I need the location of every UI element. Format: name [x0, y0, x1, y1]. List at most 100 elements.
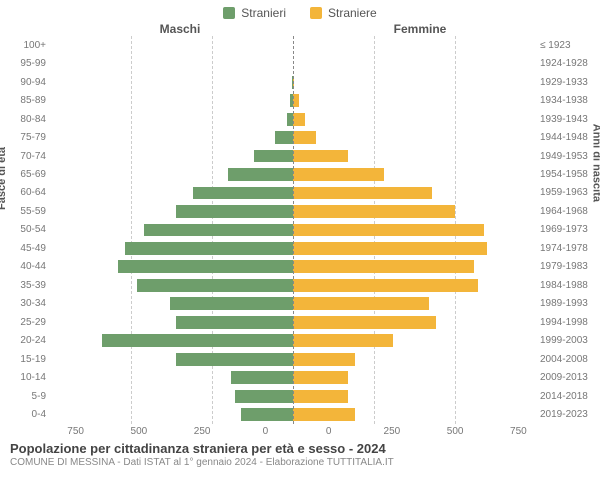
y-tick-age: 30-34 — [6, 295, 46, 313]
bar-row — [293, 36, 536, 54]
header-right: Femmine — [300, 22, 540, 36]
y-tick-age: 15-19 — [6, 350, 46, 368]
y-tick-birth: 1994-1998 — [540, 313, 594, 331]
x-ticks-right: 0250500750 — [297, 426, 550, 437]
bar-male — [137, 279, 293, 292]
bar-row — [293, 276, 536, 294]
x-tick: 500 — [424, 426, 487, 437]
bar-row — [50, 202, 293, 220]
bar-male — [231, 371, 293, 384]
y-tick-birth: 1949-1953 — [540, 147, 594, 165]
swatch-male — [223, 7, 235, 19]
bar-row — [293, 202, 536, 220]
y-tick-age: 50-54 — [6, 221, 46, 239]
bar-row — [50, 184, 293, 202]
y-tick-birth: 2014-2018 — [540, 387, 594, 405]
bar-male — [118, 260, 293, 273]
bar-row — [293, 332, 536, 350]
y-tick-birth: 1984-1988 — [540, 276, 594, 294]
y-tick-birth: 1939-1943 — [540, 110, 594, 128]
y-axis-right: ≤ 19231924-19281929-19331934-19381939-19… — [536, 36, 594, 424]
bar-row — [50, 258, 293, 276]
column-headers: Maschi Femmine — [0, 22, 600, 36]
bar-row — [50, 405, 293, 423]
y-tick-age: 55-59 — [6, 202, 46, 220]
bar-male — [170, 297, 293, 310]
bar-male — [176, 353, 293, 366]
bar-female — [293, 150, 348, 163]
y-tick-birth: 1924-1928 — [540, 54, 594, 72]
x-tick: 500 — [107, 426, 170, 437]
bar-row — [293, 350, 536, 368]
bar-row — [50, 295, 293, 313]
x-axis: 7505002500 0250500750 — [0, 424, 600, 437]
bar-row — [293, 184, 536, 202]
y-tick-age: 10-14 — [6, 368, 46, 386]
y-axis-title-right: Anni di nascita — [590, 124, 600, 202]
y-tick-age: 90-94 — [6, 73, 46, 91]
bar-row — [50, 387, 293, 405]
legend-label-male: Stranieri — [241, 6, 286, 20]
bar-male — [275, 131, 293, 144]
y-tick-age: 45-49 — [6, 239, 46, 257]
x-tick: 0 — [297, 426, 360, 437]
bar-row — [293, 91, 536, 109]
y-tick-age: 80-84 — [6, 110, 46, 128]
footer: Popolazione per cittadinanza straniera p… — [0, 437, 600, 468]
bar-row — [50, 276, 293, 294]
y-tick-birth: 1999-2003 — [540, 332, 594, 350]
bar-row — [50, 350, 293, 368]
y-tick-age: 100+ — [6, 36, 46, 54]
y-tick-birth: 1929-1933 — [540, 73, 594, 91]
chart-area: Fasce di età 100+95-9990-9485-8980-8475-… — [0, 36, 600, 424]
x-ticks-left: 7505002500 — [44, 426, 297, 437]
header-left: Maschi — [60, 22, 300, 36]
bar-female — [293, 390, 348, 403]
bar-male — [241, 408, 293, 421]
bar-row — [50, 313, 293, 331]
bar-row — [293, 73, 536, 91]
bar-female — [293, 260, 474, 273]
y-tick-age: 60-64 — [6, 184, 46, 202]
bar-row — [50, 368, 293, 386]
bar-female — [293, 316, 436, 329]
bar-row — [50, 332, 293, 350]
bar-female — [293, 371, 348, 384]
bar-male — [228, 168, 293, 181]
bar-female — [293, 297, 429, 310]
bar-female — [293, 131, 316, 144]
bar-female — [293, 113, 305, 126]
y-tick-birth: 2019-2023 — [540, 405, 594, 423]
bar-row — [293, 387, 536, 405]
bar-male — [176, 205, 293, 218]
bar-row — [50, 73, 293, 91]
y-axis-left: 100+95-9990-9485-8980-8475-7970-7465-696… — [6, 36, 50, 424]
y-tick-age: 5-9 — [6, 387, 46, 405]
chart-subtitle: COMUNE DI MESSINA - Dati ISTAT al 1° gen… — [10, 457, 590, 468]
bar-male — [102, 334, 293, 347]
y-tick-age: 70-74 — [6, 147, 46, 165]
legend-item-male: Stranieri — [223, 6, 286, 20]
bar-row — [50, 54, 293, 72]
bar-male — [125, 242, 293, 255]
bar-female — [293, 205, 455, 218]
y-tick-birth: 1959-1963 — [540, 184, 594, 202]
y-tick-age: 35-39 — [6, 276, 46, 294]
bar-male — [193, 187, 293, 200]
bar-female — [293, 242, 487, 255]
bar-row — [293, 221, 536, 239]
bar-male — [235, 390, 293, 403]
bar-row — [293, 165, 536, 183]
y-tick-birth: ≤ 1923 — [540, 36, 594, 54]
bar-female — [293, 224, 484, 237]
y-tick-age: 85-89 — [6, 91, 46, 109]
y-tick-age: 0-4 — [6, 405, 46, 423]
bar-row — [293, 313, 536, 331]
x-tick: 750 — [487, 426, 550, 437]
y-tick-age: 75-79 — [6, 128, 46, 146]
y-tick-birth: 1964-1968 — [540, 202, 594, 220]
bar-row — [293, 128, 536, 146]
legend: Stranieri Straniere — [0, 0, 600, 22]
x-tick: 750 — [44, 426, 107, 437]
bar-female — [293, 334, 393, 347]
